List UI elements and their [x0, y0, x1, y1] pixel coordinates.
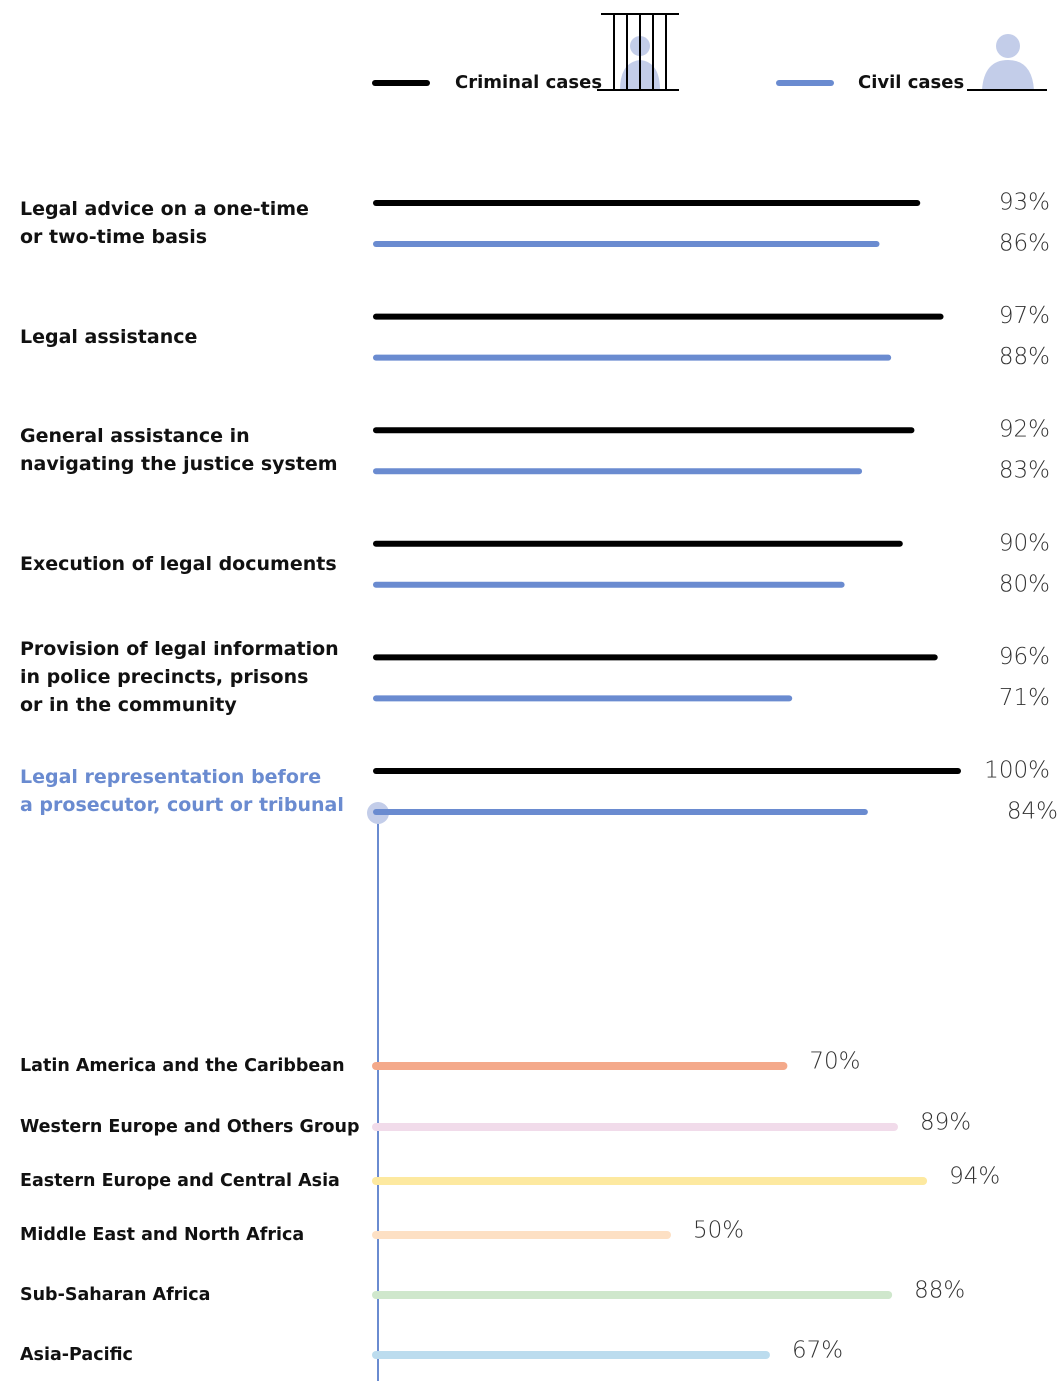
region-label: Middle East and North Africa: [20, 1225, 305, 1245]
value-label: 93%: [999, 190, 1050, 216]
region-label: Western Europe and Others Group: [20, 1117, 360, 1137]
legend-label: Criminal cases: [455, 72, 602, 93]
value-label: 96%: [999, 644, 1050, 670]
category-label: Legal representation before a prosecutor…: [20, 766, 344, 816]
legend-label: Civil cases: [858, 72, 964, 93]
category-label: General assistance in navigating the jus…: [20, 425, 338, 476]
category-label: Execution of legal documents: [20, 552, 337, 575]
value-label: 94%: [949, 1164, 1000, 1190]
region-label: Eastern Europe and Central Asia: [20, 1171, 340, 1191]
value-label: 67%: [792, 1338, 843, 1364]
category-label: Legal advice on a one-time or two-time b…: [20, 198, 309, 248]
jail-icon: [597, 13, 679, 91]
value-label: 100%: [984, 758, 1050, 784]
value-label: 70%: [809, 1049, 860, 1075]
value-label: 71%: [999, 685, 1050, 711]
value-label: 50%: [693, 1218, 744, 1244]
value-label: 84%: [1007, 799, 1058, 825]
value-label: 80%: [999, 571, 1050, 597]
region-label: Sub-Saharan Africa: [20, 1285, 211, 1305]
region-label: Latin America and the Caribbean: [20, 1056, 345, 1076]
region-label: Asia-Pacific: [20, 1345, 133, 1365]
value-label: 86%: [999, 231, 1050, 257]
value-label: 90%: [999, 530, 1050, 556]
category-label: Provision of legal information in police…: [20, 638, 339, 717]
value-label: 97%: [999, 303, 1050, 329]
value-label: 89%: [920, 1110, 971, 1136]
value-label: 92%: [999, 417, 1050, 443]
person-icon: [967, 34, 1047, 91]
value-label: 88%: [999, 344, 1050, 370]
category-label: Legal assistance: [20, 325, 198, 348]
value-label: 83%: [999, 458, 1050, 484]
value-label: 88%: [914, 1278, 965, 1304]
